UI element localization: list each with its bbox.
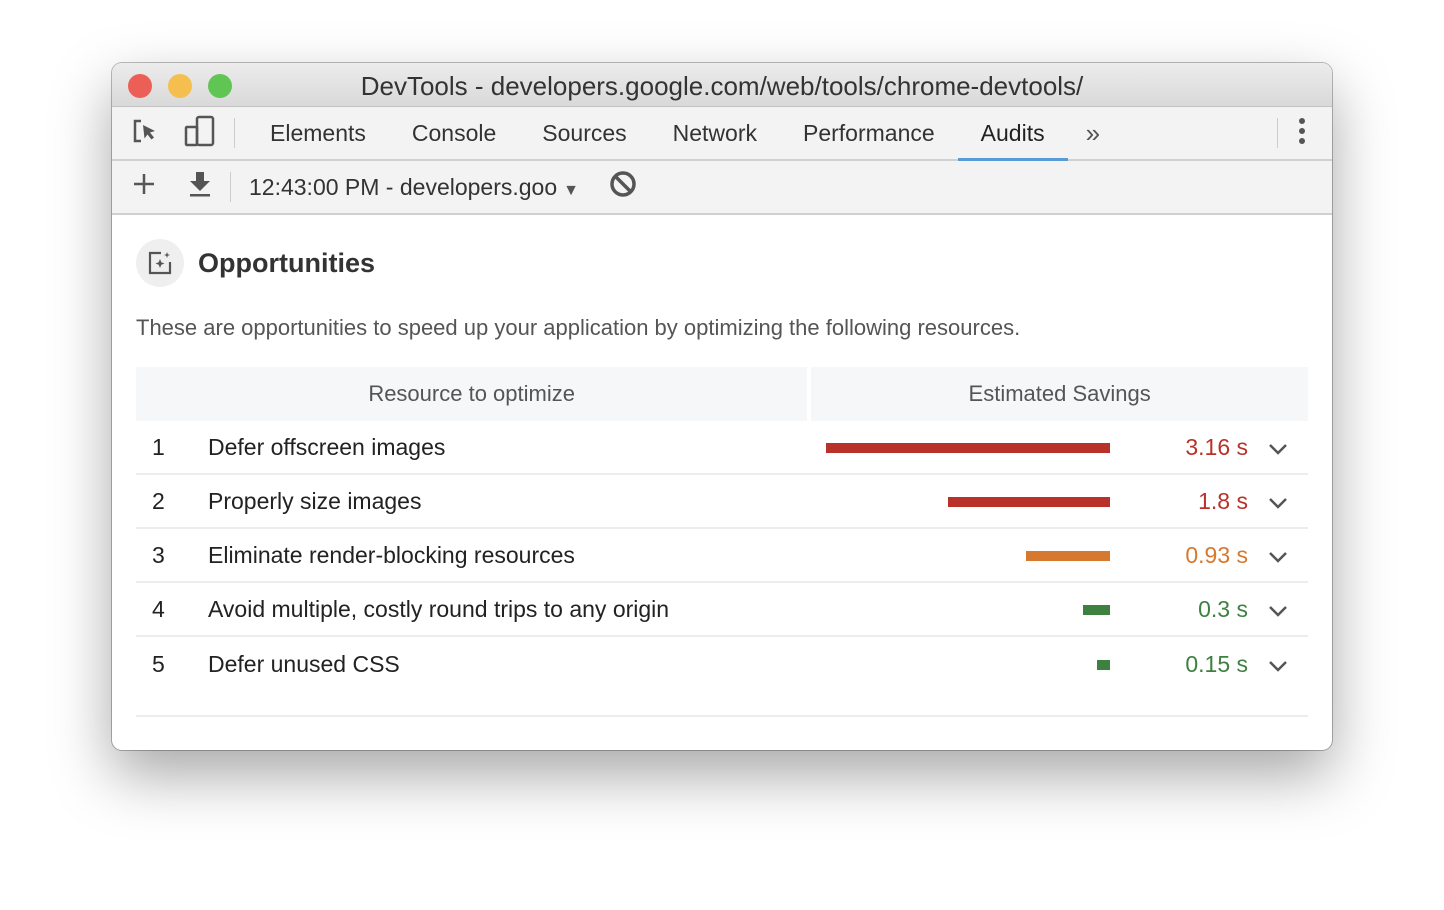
savings-value: 0.15 s bbox=[1185, 650, 1248, 677]
minimize-window-button[interactable] bbox=[168, 74, 192, 98]
row-label: Eliminate render-blocking resources bbox=[208, 529, 812, 583]
column-header-resource: Resource to optimize bbox=[136, 367, 812, 421]
tab-network[interactable]: Network bbox=[672, 120, 757, 146]
tab-elements[interactable]: Elements bbox=[270, 120, 366, 146]
opportunities-table: Resource to optimize Estimated Savings 1… bbox=[136, 367, 1308, 691]
row-label: Defer unused CSS bbox=[208, 650, 400, 677]
tab-audits[interactable]: Audits bbox=[957, 107, 1068, 161]
expand-chevron-icon[interactable] bbox=[1248, 475, 1308, 529]
opportunity-row[interactable]: 1 Defer offscreen images 3.16 s bbox=[136, 421, 1308, 475]
savings-value: 1.8 s bbox=[1136, 475, 1248, 529]
devtools-window: DevTools - developers.google.com/web/too… bbox=[112, 63, 1332, 750]
savings-bar bbox=[1026, 551, 1110, 562]
column-header-savings: Estimated Savings bbox=[811, 367, 1308, 421]
new-audit-icon[interactable] bbox=[132, 172, 156, 202]
more-tabs-icon[interactable]: » bbox=[1085, 117, 1101, 148]
savings-bar bbox=[826, 443, 1110, 454]
tab-performance[interactable]: Performance bbox=[803, 120, 935, 146]
expand-chevron-icon[interactable] bbox=[1248, 421, 1308, 475]
panel-tab-bar: Elements Console Sources Network Perform… bbox=[112, 107, 1332, 161]
savings-value: 3.16 s bbox=[1136, 421, 1248, 475]
row-index: 2 bbox=[136, 475, 208, 529]
row-index: 5 bbox=[152, 650, 165, 677]
dropdown-arrow-icon: ▼ bbox=[563, 181, 579, 199]
section-header: Opportunities bbox=[136, 239, 1308, 287]
row-index: 1 bbox=[136, 421, 208, 475]
row-index: 4 bbox=[136, 583, 208, 637]
row-label: Defer offscreen images bbox=[208, 421, 812, 475]
expand-chevron-icon[interactable] bbox=[1248, 637, 1308, 691]
audits-toolbar: 12:43:00 PM - developers.goo ▼ bbox=[112, 161, 1332, 215]
opportunity-row[interactable]: 3 Eliminate render-blocking resources 0.… bbox=[136, 529, 1308, 583]
savings-bar bbox=[1097, 660, 1110, 671]
inspect-element-icon[interactable] bbox=[132, 117, 162, 150]
savings-value: 0.3 s bbox=[1136, 583, 1248, 637]
section-title: Opportunities bbox=[198, 247, 375, 278]
tab-sources[interactable]: Sources bbox=[542, 120, 627, 146]
report-select[interactable]: 12:43:00 PM - developers.goo ▼ bbox=[249, 174, 579, 201]
opportunity-row[interactable]: 4 Avoid multiple, costly round trips to … bbox=[136, 583, 1308, 637]
device-toolbar-icon[interactable] bbox=[184, 115, 216, 152]
expand-chevron-icon[interactable] bbox=[1248, 583, 1308, 637]
maximize-window-button[interactable] bbox=[208, 74, 232, 98]
opportunity-row[interactable]: 2 Properly size images 1.8 s bbox=[136, 475, 1308, 529]
report-select-value: 12:43:00 PM - developers.goo bbox=[249, 173, 558, 200]
row-label: Avoid multiple, costly round trips to an… bbox=[208, 583, 812, 637]
title-bar: DevTools - developers.google.com/web/too… bbox=[112, 63, 1332, 107]
section-divider bbox=[136, 715, 1308, 717]
opportunity-row[interactable]: 5 Defer unused CSS 0.15 s bbox=[136, 637, 1308, 691]
row-index: 3 bbox=[136, 529, 208, 583]
window-title: DevTools - developers.google.com/web/too… bbox=[360, 71, 1084, 101]
savings-bar bbox=[948, 497, 1110, 508]
download-report-icon[interactable] bbox=[188, 171, 212, 203]
opportunities-icon bbox=[136, 239, 184, 287]
row-label: Properly size images bbox=[208, 475, 812, 529]
close-window-button[interactable] bbox=[128, 74, 152, 98]
section-description: These are opportunities to speed up your… bbox=[136, 315, 1021, 340]
savings-bar bbox=[1083, 605, 1110, 616]
savings-value: 0.93 s bbox=[1136, 529, 1248, 583]
tab-console[interactable]: Console bbox=[411, 120, 497, 146]
more-options-icon[interactable] bbox=[1298, 117, 1306, 150]
clear-all-icon[interactable] bbox=[609, 170, 637, 204]
audits-report: Opportunities These are opportunities to… bbox=[112, 215, 1332, 741]
expand-chevron-icon[interactable] bbox=[1248, 529, 1308, 583]
